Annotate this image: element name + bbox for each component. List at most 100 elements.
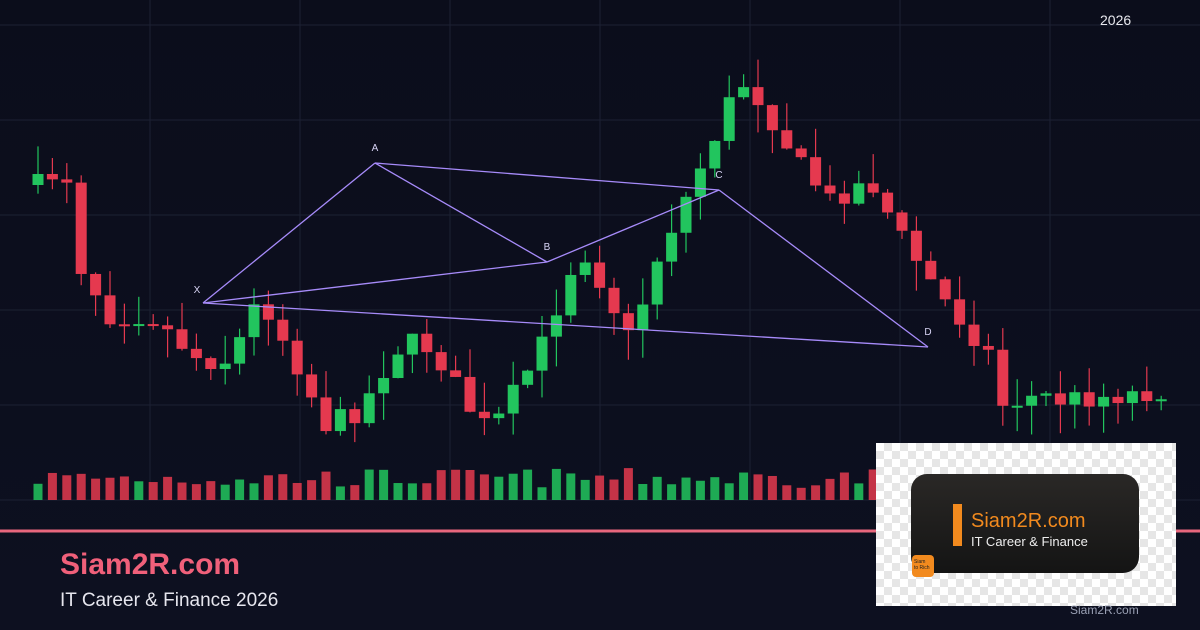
volume-bar <box>235 479 245 500</box>
pattern-line <box>202 261 548 304</box>
candle-body <box>450 370 462 377</box>
volume-bar <box>695 480 705 500</box>
candle-body <box>810 157 822 186</box>
badge-text: to Rich <box>914 565 930 571</box>
candle-body <box>176 329 188 349</box>
pattern-label: X <box>194 285 201 296</box>
volume-bar <box>163 476 173 500</box>
volume-bar <box>667 484 677 500</box>
candle-body <box>90 273 102 296</box>
volume-bar <box>278 474 288 500</box>
volume-bar <box>422 483 432 500</box>
candle-body <box>493 413 505 419</box>
candle-body <box>32 174 44 185</box>
candle-body <box>334 409 346 432</box>
volume-bar <box>62 475 72 500</box>
candle-body <box>133 324 145 327</box>
pattern-label: C <box>715 170 722 181</box>
candle-body <box>406 333 418 355</box>
candle-body <box>867 183 879 193</box>
candle-body <box>46 174 58 180</box>
pattern-label: D <box>924 327 931 338</box>
candle-body <box>651 261 663 305</box>
pattern-line <box>202 162 376 304</box>
pattern-line <box>546 189 720 263</box>
candle-body <box>248 304 260 338</box>
volume-bar <box>638 484 648 500</box>
volume-bar <box>868 469 878 500</box>
volume-bar <box>91 478 101 500</box>
volume-bar <box>681 477 691 500</box>
volume-bar <box>220 484 230 500</box>
candle-body <box>680 196 692 233</box>
volume-bar <box>206 481 216 500</box>
candle-body <box>464 376 476 412</box>
candle-body <box>709 140 721 169</box>
volume-bar <box>710 477 720 500</box>
candle-body <box>896 212 908 231</box>
candle-body <box>1011 405 1023 408</box>
volume-bar <box>148 482 158 500</box>
candle-body <box>666 232 678 262</box>
candle-body <box>435 352 447 371</box>
volume-bar <box>119 476 129 500</box>
candle-body <box>507 384 519 414</box>
candle-body <box>1054 393 1066 405</box>
volume-bar <box>436 470 446 500</box>
candle-body <box>1126 391 1138 404</box>
candle-body <box>594 262 606 288</box>
volume-bar <box>537 487 547 500</box>
candle-body <box>882 192 894 213</box>
candle-body <box>550 315 562 337</box>
volume-bar <box>580 479 590 500</box>
volume-bar <box>796 487 806 500</box>
volume-bar <box>134 481 144 500</box>
candle-body <box>997 349 1009 406</box>
badge-text: Siam <box>914 559 926 565</box>
volume-bar <box>854 483 864 500</box>
candle-body <box>1112 396 1124 404</box>
candle-body <box>61 179 73 183</box>
watermark: Siam2R.com <box>1070 603 1139 617</box>
candle-body <box>104 295 116 325</box>
logo-badge: Siam to Rich <box>912 555 934 577</box>
candle-body <box>968 324 980 346</box>
pattern-line <box>374 162 720 191</box>
logo-subtitle: IT Career & Finance <box>971 534 1088 549</box>
volume-bar <box>321 471 331 500</box>
candle-body <box>694 168 706 197</box>
logo-title: Siam2R.com <box>971 510 1086 532</box>
brand-title: Siam2R.com <box>60 548 241 581</box>
candle-body <box>277 319 289 341</box>
candle-body <box>392 354 404 379</box>
candle-body <box>306 374 318 398</box>
candle-body <box>939 279 951 300</box>
pattern-line <box>374 162 548 263</box>
candle-body <box>622 313 634 331</box>
candle-body <box>291 340 303 375</box>
candle-body <box>1083 392 1095 407</box>
candle-body <box>608 287 620 314</box>
candle-body <box>1040 393 1052 396</box>
candle-body <box>522 370 534 385</box>
candle-body <box>205 358 217 369</box>
volume-bar <box>652 476 662 500</box>
volume-bar <box>825 478 835 500</box>
candle-body <box>118 324 130 327</box>
candle-body <box>766 105 778 131</box>
candle-body <box>219 363 231 369</box>
pattern-line <box>718 189 929 348</box>
candle-body <box>838 193 850 204</box>
volume-bar <box>364 469 374 500</box>
volume-bar <box>350 485 360 500</box>
candle-body <box>1026 395 1038 406</box>
candle-body <box>795 148 807 158</box>
volume-bar <box>551 468 561 500</box>
volume-bar <box>292 482 302 500</box>
volume-bar <box>595 475 605 500</box>
candle-body <box>262 304 274 320</box>
brand-subtitle: IT Career & Finance 2026 <box>60 590 279 611</box>
volume-bar <box>335 486 345 500</box>
volume-bar <box>47 472 57 500</box>
